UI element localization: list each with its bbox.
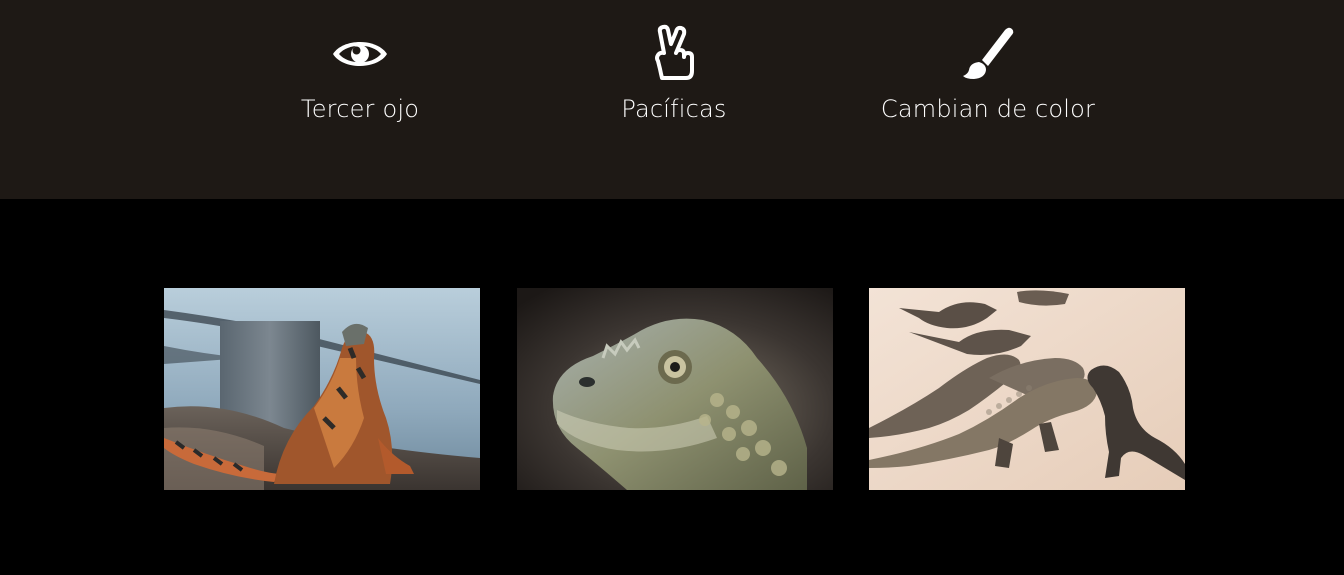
gallery-section bbox=[0, 199, 1344, 575]
features-section: Tercer ojo Pacíficas Cambian de color bbox=[0, 0, 1344, 199]
feature-third-eye: Tercer ojo bbox=[230, 24, 490, 124]
photo-iguana-rocks bbox=[164, 288, 480, 490]
eye-icon bbox=[330, 24, 390, 84]
peace-hand-icon bbox=[644, 24, 704, 84]
feature-color-change: Cambian de color bbox=[858, 24, 1118, 124]
feature-peaceful: Pacíficas bbox=[544, 24, 804, 124]
feature-label: Pacíficas bbox=[621, 95, 727, 123]
feature-label: Tercer ojo bbox=[300, 95, 420, 123]
photo-iguanas-sand bbox=[869, 288, 1185, 490]
photo-iguana-closeup bbox=[517, 288, 833, 490]
feature-label: Cambian de color bbox=[880, 95, 1096, 123]
paintbrush-icon bbox=[958, 24, 1018, 84]
